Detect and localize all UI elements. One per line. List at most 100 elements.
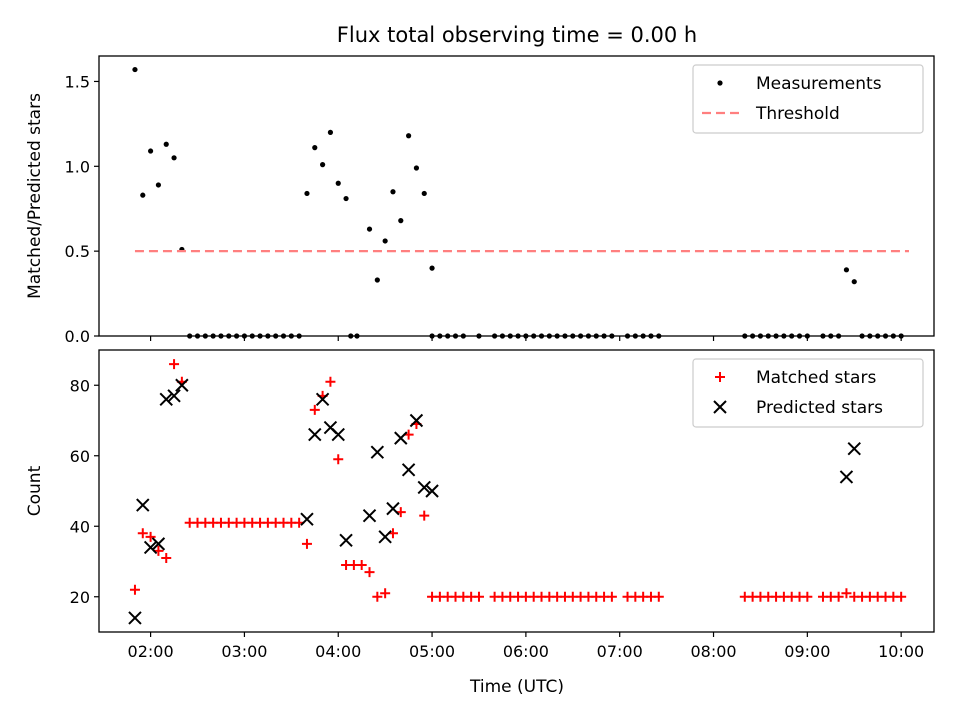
- predicted-star-point: [159, 392, 173, 407]
- measurement-point: [354, 333, 360, 339]
- y-tick-label: 60: [70, 447, 90, 466]
- measurement-point: [742, 333, 748, 339]
- measurement-point: [437, 333, 443, 339]
- y-tick-label: 1.5: [65, 72, 90, 91]
- matched-star-point: [325, 376, 336, 387]
- legend-label: Predicted stars: [756, 398, 883, 418]
- matched-star-point: [380, 588, 391, 599]
- measurement-point: [882, 333, 889, 339]
- x-tick-label: 06:00: [503, 642, 549, 661]
- measurement-point: [515, 333, 521, 339]
- measurement-point: [648, 333, 654, 339]
- y-tick-label: 0.5: [65, 242, 90, 261]
- measurement-point: [578, 333, 584, 339]
- measurement-point: [460, 333, 466, 339]
- legend-matched-swatch: [715, 372, 725, 382]
- predicted-star-point: [378, 530, 392, 544]
- chart-title: Flux total observing time = 0.00 h: [337, 23, 697, 47]
- measurement-point: [280, 333, 287, 339]
- measurement-point: [765, 333, 771, 339]
- measurement-point: [796, 333, 803, 339]
- measurement-point: [296, 333, 302, 339]
- measurement-point: [155, 182, 162, 188]
- plot-frame: [98, 349, 935, 633]
- measurement-point: [140, 192, 146, 198]
- measurement-point: [406, 133, 412, 139]
- predicted-star-point: [409, 413, 424, 428]
- measurement-point: [632, 333, 638, 339]
- predicted-star-point: [394, 431, 408, 445]
- x-tick-label: 04:00: [315, 642, 361, 661]
- measurement-point: [194, 333, 201, 339]
- measurement-point: [640, 333, 646, 339]
- predicted-star-point: [847, 441, 861, 456]
- measurement-point: [601, 333, 607, 339]
- measurement-point: [413, 165, 420, 171]
- measurement-point: [187, 333, 193, 339]
- matched-star-point: [161, 552, 172, 563]
- measurement-point: [843, 267, 850, 273]
- measurement-point: [593, 333, 599, 339]
- measurement-point: [570, 333, 576, 339]
- legend-measurement-swatch: [717, 80, 723, 86]
- measurement-point: [429, 333, 435, 339]
- measurement-point: [898, 333, 904, 339]
- measurement-point: [750, 333, 756, 339]
- measurement-point: [304, 190, 310, 197]
- predicted-star-point: [331, 427, 345, 442]
- top-panel: 0.0 0.5 1.0 1.5 Matched/Predicted stars Measu…: [25, 55, 935, 346]
- predicted-star-point: [315, 392, 330, 407]
- measurement-point: [273, 333, 279, 339]
- measurement-point: [828, 333, 834, 339]
- x-tick-label: 08:00: [690, 642, 736, 661]
- measurement-point: [226, 333, 232, 339]
- predicted-star-point: [143, 540, 158, 555]
- measurement-point: [656, 333, 662, 339]
- measurement-point: [523, 333, 529, 339]
- predicted-star-point: [370, 445, 385, 459]
- predicted-star-point: [300, 512, 314, 526]
- predicted-star-point: [151, 537, 166, 551]
- measurement-point: [773, 333, 779, 339]
- y-tick-label: 0.0: [65, 327, 90, 346]
- measurement-point: [875, 333, 881, 339]
- y-tick-label: 20: [70, 588, 90, 607]
- measurement-point: [148, 148, 154, 154]
- measurement-point: [781, 333, 787, 339]
- legend-box: [692, 358, 924, 428]
- legend: Matched stars Predicted stars: [692, 358, 924, 428]
- legend: Measurements Threshold: [692, 64, 924, 134]
- measurement-point: [343, 195, 349, 202]
- x-tick-label: 07:00: [597, 642, 643, 661]
- predicted-star-point: [425, 484, 439, 498]
- measurement-point: [820, 333, 826, 339]
- measurement-point: [249, 333, 255, 339]
- predicted-star-point: [417, 480, 431, 495]
- predicted-star-point: [136, 498, 150, 512]
- measurement-point: [538, 333, 545, 339]
- x-tick-label: 09:00: [784, 642, 830, 661]
- measurement-point: [421, 190, 427, 197]
- x-tick-label: 05:00: [409, 642, 455, 661]
- measurement-point: [202, 333, 208, 339]
- measurement-point: [366, 226, 373, 232]
- matched-star-point: [145, 531, 156, 542]
- legend-label: Threshold: [755, 104, 840, 124]
- measurement-point: [210, 333, 216, 339]
- x-axis-label: Time (UTC): [469, 677, 564, 697]
- measurement-point: [499, 333, 506, 339]
- measurement-point: [171, 155, 177, 161]
- matched-star-point: [137, 528, 148, 539]
- predicted-star-point: [401, 463, 416, 477]
- measurement-point: [218, 333, 224, 339]
- matched-star-point: [333, 454, 344, 465]
- measurement-point: [867, 333, 873, 339]
- predicted-star-point: [308, 427, 322, 442]
- measurement-point: [836, 333, 842, 339]
- measurement-point: [335, 180, 341, 186]
- legend-label: Measurements: [756, 74, 882, 94]
- matched-star-point: [301, 538, 312, 549]
- measurement-point: [429, 265, 435, 271]
- x-tick-label: 03:00: [221, 642, 267, 661]
